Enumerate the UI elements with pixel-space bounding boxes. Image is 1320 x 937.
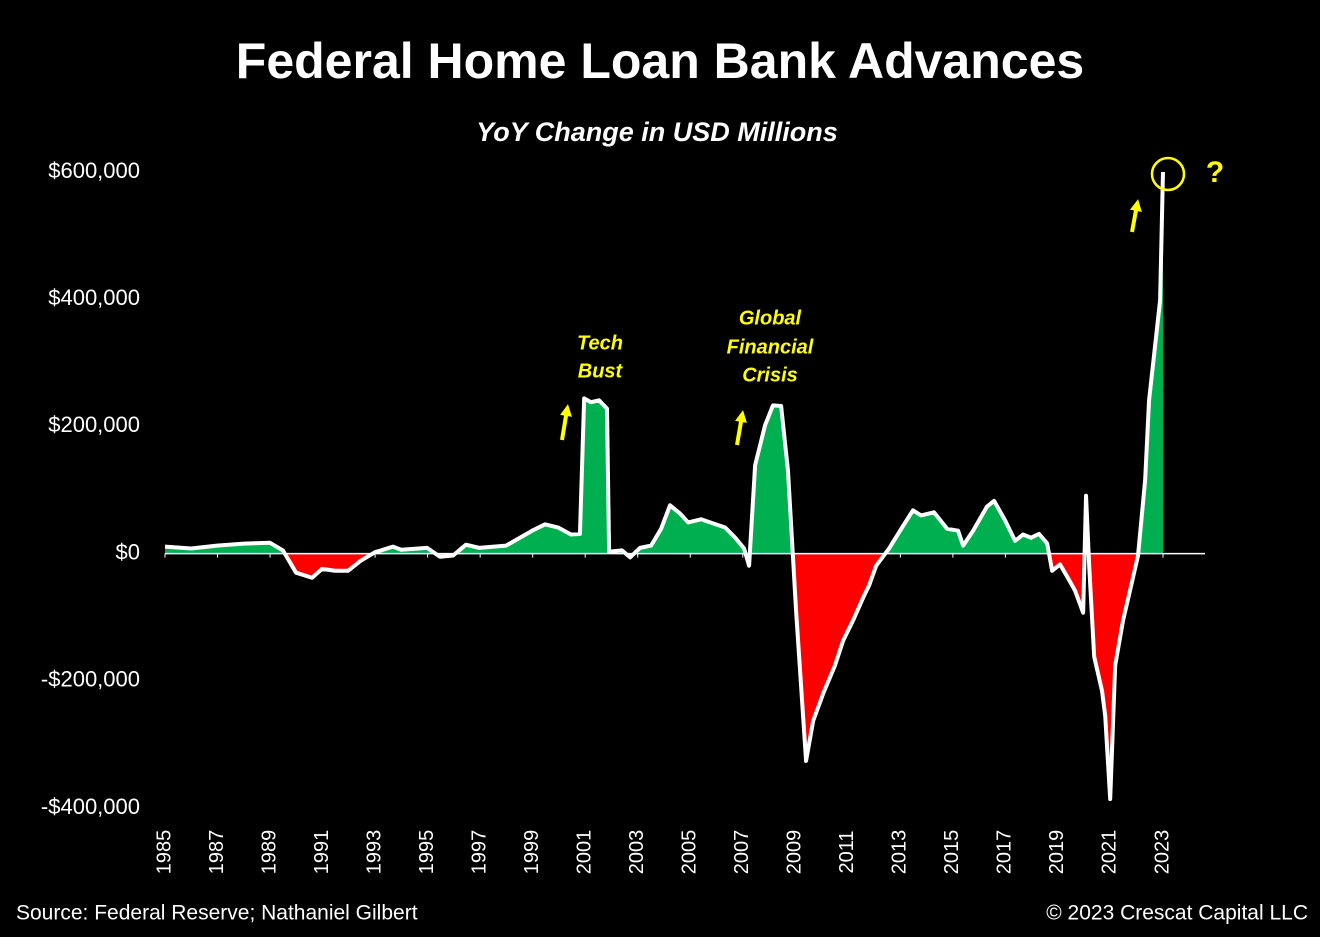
y-tick-label: $0 [116, 539, 140, 564]
highlight-circle [1150, 156, 1186, 192]
plot-area: $600,000 $400,000 $200,000 $0 -$200,000 -$400… [41, 158, 1205, 874]
source-note: Source: Federal Reserve; Nathaniel Gilbe… [16, 902, 418, 925]
x-tick-label: 2005 [679, 830, 701, 875]
y-tick-label: -$400,000 [41, 794, 140, 819]
x-tick-label: 1999 [521, 830, 543, 875]
annotation: Global [739, 307, 802, 329]
y-tick-label: -$200,000 [41, 667, 140, 692]
x-tick-label: 2021 [1099, 830, 1121, 875]
area-positive [165, 172, 1163, 554]
x-tick-label: 2017 [994, 830, 1016, 875]
x-tick-label: 2011 [836, 830, 858, 873]
x-tick-label: 1997 [468, 830, 490, 875]
copyright: © 2023 Crescat Capital LLC [1046, 902, 1308, 925]
annotation: Bust [578, 360, 624, 382]
x-tick-label: 2015 [941, 830, 963, 875]
arrow [1130, 199, 1142, 233]
annotation: ? [1206, 156, 1224, 189]
chart-subtitle: YoY Change in USD Millions [476, 117, 838, 147]
annotation: Financial [727, 336, 814, 358]
annotation: Crisis [742, 364, 798, 386]
y-tick-label: $200,000 [48, 412, 140, 437]
x-tick-label: 2001 [573, 830, 595, 875]
arrow [560, 404, 572, 441]
x-tick-label: 1991 [311, 830, 333, 875]
annotation: Tech [577, 332, 623, 354]
x-tick-label: 2003 [626, 830, 648, 875]
x-tick-label: 1995 [416, 830, 438, 875]
x-tick-label: 2023 [1151, 830, 1173, 875]
x-tick-label: 1993 [363, 830, 385, 875]
arrow [735, 410, 747, 446]
y-tick-label: $400,000 [48, 285, 140, 310]
x-tick-label: 2013 [889, 830, 911, 875]
y-tick-label: $600,000 [48, 158, 140, 183]
x-tick-label: 1987 [206, 830, 228, 875]
chart-title: Federal Home Loan Bank Advances [236, 33, 1084, 89]
x-tick-label: 2009 [784, 830, 806, 875]
x-tick-label: 2019 [1046, 830, 1068, 875]
line [164, 171, 1165, 802]
area-negative [165, 553, 1163, 800]
x-tick-label: 2007 [731, 830, 753, 875]
x-tick-label: 1989 [258, 830, 280, 875]
x-tick-label: 1985 [153, 830, 175, 875]
